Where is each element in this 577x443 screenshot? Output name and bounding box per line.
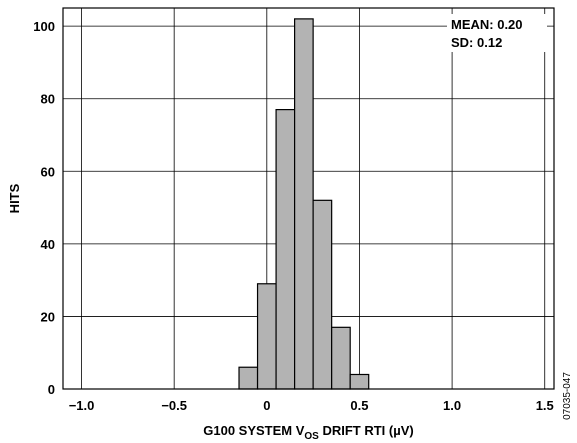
plot-frame xyxy=(62,7,555,390)
x-tick-label: −0.5 xyxy=(161,398,187,413)
x-tick-label: 0.5 xyxy=(350,398,368,413)
histogram-bar xyxy=(294,18,314,390)
y-tick-label: 60 xyxy=(41,164,55,179)
histogram-bar xyxy=(331,326,351,390)
figure-id: 07035-047 xyxy=(562,372,573,420)
x-axis-title-subscript: OS xyxy=(304,431,319,442)
stats-annotation: MEAN: 0.20 SD: 0.12 xyxy=(447,14,547,52)
histogram-bar xyxy=(349,373,370,390)
histogram-bar xyxy=(256,283,277,390)
y-axis-title: HITS xyxy=(7,183,22,213)
x-tick-label: −1.0 xyxy=(69,398,95,413)
y-tick-label: 80 xyxy=(41,92,55,107)
y-tick-label: 40 xyxy=(41,237,55,252)
histogram-bar xyxy=(312,199,333,390)
histogram-bar xyxy=(238,366,259,390)
y-tick-labels: 0 20 40 60 80 100 xyxy=(33,19,55,397)
x-axis-title-prefix: G100 SYSTEM V xyxy=(203,423,304,438)
x-tick-label: 1.5 xyxy=(536,398,554,413)
x-tick-label: 0 xyxy=(263,398,270,413)
histogram-bar xyxy=(275,108,296,390)
y-tick-label: 20 xyxy=(41,309,55,324)
stat-mean: MEAN: 0.20 xyxy=(451,17,523,32)
x-axis-title: G100 SYSTEM VOS DRIFT RTI (µV) xyxy=(203,423,413,442)
stat-sd: SD: 0.12 xyxy=(451,35,502,50)
x-axis-title-suffix: DRIFT RTI (µV) xyxy=(319,423,414,438)
stats-background xyxy=(447,14,547,52)
x-tick-labels: −1.0 −0.5 0 0.5 1.0 1.5 xyxy=(69,398,554,413)
histogram-bars xyxy=(238,18,370,390)
y-tick-label: 0 xyxy=(48,382,55,397)
x-tick-label: 1.0 xyxy=(443,398,461,413)
y-tick-label: 100 xyxy=(33,19,55,34)
